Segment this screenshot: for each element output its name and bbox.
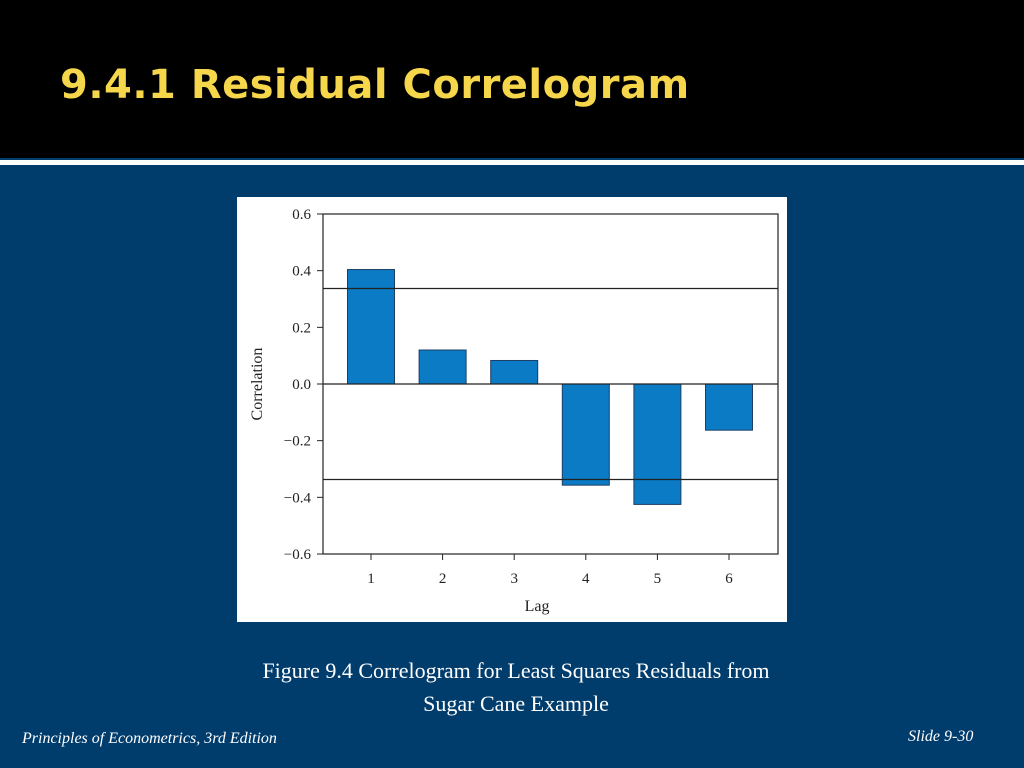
y-tick-label: −0.2 (284, 434, 311, 450)
bar-lag-4 (561, 383, 610, 486)
y-axis-title: Correlation (249, 348, 266, 421)
title-divider (0, 160, 1024, 165)
slide-number: Slide 9-30 (908, 728, 974, 745)
correlogram-figure: 0.6 0.4 0.2 0.0 −0.2 −0.4 −0.6 1 2 3 4 5 6 Lag Correla… (237, 197, 787, 622)
x-tick-label: 3 (510, 571, 518, 587)
x-tick-label: 4 (582, 571, 590, 587)
correlogram-chart: 0.6 0.4 0.2 0.0 −0.2 −0.4 −0.6 1 2 3 4 5 6 Lag Correla… (249, 207, 779, 615)
caption-line-2: Sugar Cane Example (423, 691, 609, 716)
figure-caption: Figure 9.4 Correlogram for Least Squares… (150, 654, 882, 720)
y-tick-label: −0.6 (284, 547, 312, 563)
x-axis-title: Lag (525, 598, 550, 615)
y-tick-label: 0.6 (292, 207, 311, 223)
footer-book-title: Principles of Econometrics, 3rd Edition (22, 730, 277, 747)
bar-lag-2 (418, 349, 467, 385)
x-tick-label: 5 (654, 571, 662, 587)
bar-lag-3 (490, 359, 539, 385)
title-bar (0, 0, 1024, 158)
x-tick-label: 1 (367, 571, 375, 587)
x-tick-label: 6 (725, 571, 733, 587)
bar-lag-5 (633, 383, 682, 505)
y-tick-label: 0.4 (292, 264, 311, 280)
y-tick-label: −0.4 (284, 490, 312, 506)
caption-line-1: Figure 9.4 Correlogram for Least Squares… (262, 658, 770, 683)
bar-lag-6 (705, 383, 753, 431)
y-tick-label: 0.2 (292, 320, 311, 336)
y-tick-label: 0.0 (292, 377, 311, 393)
bar-lag-1 (347, 269, 395, 385)
x-tick-label: 2 (439, 571, 447, 587)
slide-title: 9.4.1 Residual Correlogram (60, 62, 690, 108)
